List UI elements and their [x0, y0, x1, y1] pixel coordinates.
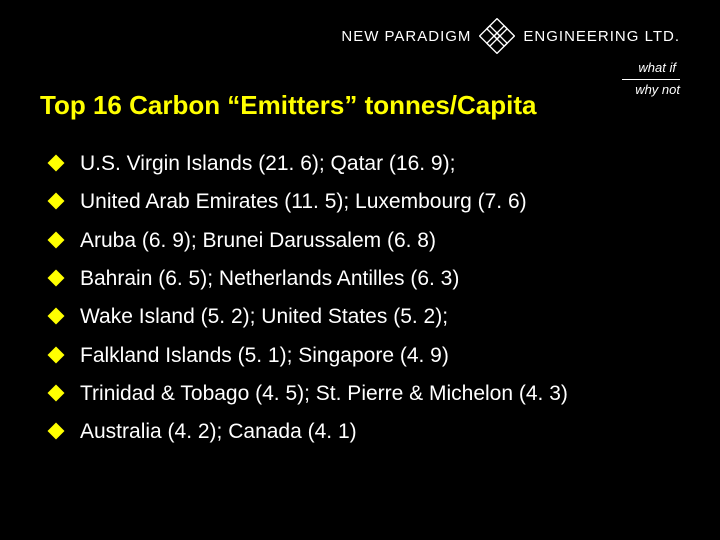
bullet-icon: [48, 231, 65, 248]
company-logo: NEW PARADIGM ENGINEERING LTD.: [341, 18, 680, 54]
tagline-line2: why not: [622, 80, 680, 99]
bullet-icon: [48, 270, 65, 287]
tagline-line1: what if: [622, 60, 680, 80]
list-item: U.S. Virgin Islands (21. 6); Qatar (16. …: [50, 150, 680, 178]
list-item: Wake Island (5. 2); United States (5. 2)…: [50, 303, 680, 331]
bullet-text: Australia (4. 2); Canada (4. 1): [80, 418, 357, 446]
logo-text-left: NEW PARADIGM: [341, 28, 471, 45]
bullet-text: United Arab Emirates (11. 5); Luxembourg…: [80, 188, 527, 216]
bullet-icon: [48, 385, 65, 402]
bullet-text: Falkland Islands (5. 1); Singapore (4. 9…: [80, 342, 449, 370]
list-item: Trinidad & Tobago (4. 5); St. Pierre & M…: [50, 380, 680, 408]
bullet-list: U.S. Virgin Islands (21. 6); Qatar (16. …: [50, 150, 680, 457]
slide-title: Top 16 Carbon “Emitters” tonnes/Capita: [40, 90, 536, 121]
list-item: Australia (4. 2); Canada (4. 1): [50, 418, 680, 446]
bullet-icon: [48, 308, 65, 325]
bullet-text: U.S. Virgin Islands (21. 6); Qatar (16. …: [80, 150, 455, 178]
bullet-text: Aruba (6. 9); Brunei Darussalem (6. 8): [80, 227, 436, 255]
bullet-text: Wake Island (5. 2); United States (5. 2)…: [80, 303, 448, 331]
diamond-icon: [479, 18, 515, 54]
bullet-icon: [48, 346, 65, 363]
bullet-icon: [48, 193, 65, 210]
bullet-icon: [48, 423, 65, 440]
logo-text-right: ENGINEERING LTD.: [523, 28, 680, 45]
list-item: United Arab Emirates (11. 5); Luxembourg…: [50, 188, 680, 216]
list-item: Falkland Islands (5. 1); Singapore (4. 9…: [50, 342, 680, 370]
bullet-text: Bahrain (6. 5); Netherlands Antilles (6.…: [80, 265, 459, 293]
list-item: Bahrain (6. 5); Netherlands Antilles (6.…: [50, 265, 680, 293]
bullet-icon: [48, 155, 65, 172]
list-item: Aruba (6. 9); Brunei Darussalem (6. 8): [50, 227, 680, 255]
tagline: what if why not: [622, 60, 680, 99]
bullet-text: Trinidad & Tobago (4. 5); St. Pierre & M…: [80, 380, 568, 408]
